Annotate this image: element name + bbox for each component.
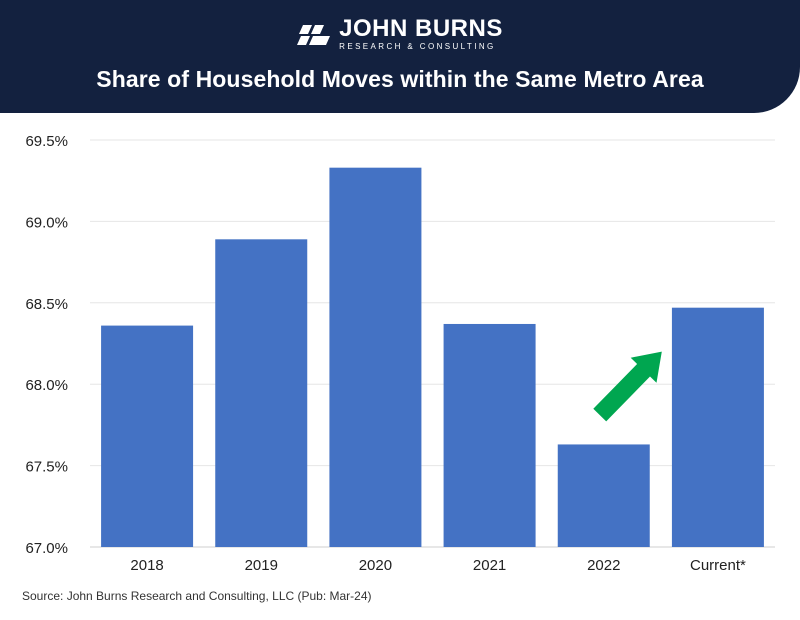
y-tick-label: 69.0%	[25, 214, 68, 231]
brand-name: JOHN BURNS	[339, 15, 503, 42]
chart-title: Share of Household Moves within the Same…	[96, 66, 704, 92]
y-tick-label: 67.0%	[25, 540, 68, 557]
x-tick-label: 2021	[473, 557, 506, 574]
bar	[329, 167, 422, 547]
x-tick-label: 2020	[359, 557, 392, 574]
jb-logo-icon	[297, 24, 331, 45]
y-tick-label: 68.5%	[25, 296, 68, 313]
bar	[557, 444, 650, 547]
bar	[671, 307, 764, 547]
bar	[443, 323, 536, 547]
brand-subtitle: RESEARCH & CONSULTING	[339, 42, 496, 51]
x-tick-label: 2018	[130, 557, 163, 574]
x-tick-label: Current*	[690, 557, 746, 574]
source-note: Source: John Burns Research and Consulti…	[22, 589, 372, 603]
y-tick-label: 69.5%	[25, 133, 68, 150]
up-right-arrow-icon	[593, 351, 662, 422]
x-tick-label: 2019	[245, 557, 278, 574]
bar	[215, 239, 308, 548]
bar	[101, 325, 194, 547]
brand-logo: JOHN BURNS RESEARCH & CONSULTING	[0, 17, 800, 52]
header-banner: JOHN BURNS RESEARCH & CONSULTING Share o…	[0, 0, 800, 113]
y-tick-label: 68.0%	[25, 377, 68, 394]
y-tick-label: 67.5%	[25, 459, 68, 476]
x-tick-label: 2022	[587, 557, 620, 574]
